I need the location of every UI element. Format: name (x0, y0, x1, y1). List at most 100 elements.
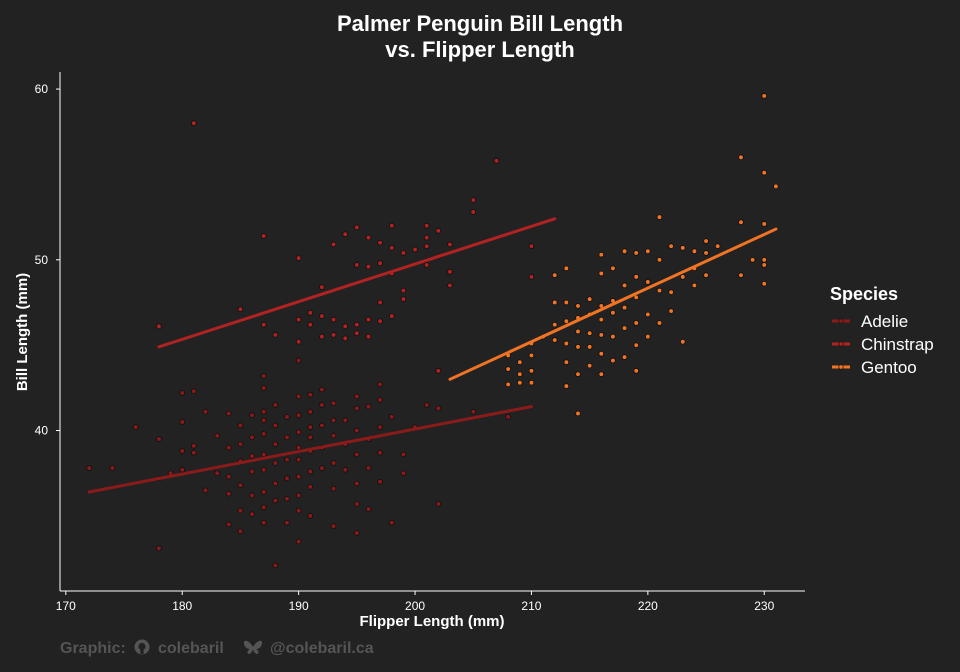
data-point-adelie (377, 396, 383, 403)
data-point-chinstrap (447, 268, 453, 275)
data-point-gentoo (610, 357, 616, 364)
data-point-gentoo (703, 272, 709, 279)
data-point-gentoo (668, 243, 674, 249)
data-point-gentoo (516, 371, 523, 378)
legend-label-gentoo: Gentoo (861, 358, 917, 377)
data-point-chinstrap (528, 274, 535, 280)
data-point-gentoo (645, 248, 651, 255)
data-point-adelie (377, 478, 383, 485)
data-point-gentoo (738, 154, 744, 161)
data-point-adelie (365, 506, 372, 512)
trend-line-adelie (87, 405, 533, 494)
data-point-adelie (284, 434, 290, 441)
data-point-chinstrap (295, 255, 302, 261)
scatter-points (86, 93, 779, 569)
legend-key-point-chinstrap (838, 341, 844, 347)
data-point-gentoo (598, 350, 605, 357)
data-point-gentoo (516, 379, 523, 386)
caption-prefix: Graphic: (60, 640, 126, 657)
data-point-chinstrap (470, 197, 477, 203)
data-point-adelie (260, 466, 267, 473)
data-point-adelie (260, 408, 267, 415)
data-point-chinstrap (447, 282, 453, 289)
data-point-gentoo (668, 308, 674, 314)
data-point-adelie (86, 465, 92, 471)
data-point-adelie (295, 393, 302, 400)
data-point-adelie (260, 504, 267, 511)
data-point-adelie (307, 424, 314, 430)
data-point-gentoo (645, 279, 651, 285)
data-point-chinstrap (435, 367, 442, 374)
data-point-chinstrap (156, 323, 162, 330)
data-point-gentoo (761, 256, 768, 263)
data-point-chinstrap (377, 318, 383, 325)
github-icon (134, 639, 150, 655)
data-point-adelie (342, 466, 349, 473)
data-point-gentoo (610, 265, 616, 272)
data-point-chinstrap (342, 323, 349, 330)
data-point-chinstrap (330, 316, 337, 323)
data-point-chinstrap (353, 262, 360, 268)
data-point-chinstrap (493, 157, 500, 164)
data-point-gentoo (528, 367, 535, 374)
data-point-adelie (225, 473, 232, 480)
data-point-adelie (353, 405, 360, 412)
data-point-adelie (400, 470, 407, 477)
data-point-adelie (249, 412, 255, 419)
data-point-adelie (284, 414, 290, 420)
data-point-chinstrap (330, 241, 337, 248)
data-point-gentoo (749, 256, 756, 263)
data-point-adelie (191, 388, 197, 395)
legend: Species Adelie Chinstrap Gentoo (830, 284, 934, 377)
data-point-chinstrap (377, 260, 383, 267)
data-point-gentoo (563, 340, 570, 347)
data-point-chinstrap (260, 233, 267, 239)
data-point-adelie (295, 357, 302, 364)
data-point-chinstrap (435, 227, 442, 234)
data-point-gentoo (551, 299, 558, 306)
data-point-adelie (272, 497, 279, 504)
data-point-adelie (272, 460, 279, 466)
x-tick-label: 170 (56, 599, 76, 613)
data-point-chinstrap (191, 120, 197, 127)
data-point-adelie (260, 451, 267, 458)
data-point-gentoo (679, 338, 686, 345)
data-point-adelie (377, 381, 383, 388)
data-point-chinstrap (365, 333, 372, 340)
data-point-gentoo (703, 238, 709, 244)
data-point-adelie (284, 475, 290, 482)
data-point-adelie (237, 507, 244, 514)
data-point-adelie (388, 414, 395, 420)
data-point-gentoo (668, 289, 674, 296)
data-point-adelie (225, 444, 232, 451)
data-point-adelie (272, 402, 279, 408)
legend-label-adelie: Adelie (861, 312, 908, 331)
data-point-gentoo (563, 265, 570, 272)
x-tick-label: 190 (289, 599, 309, 613)
data-point-adelie (225, 410, 232, 417)
data-point-gentoo (621, 325, 628, 331)
data-point-chinstrap (412, 246, 418, 253)
data-point-chinstrap (353, 224, 360, 231)
trend-line-gentoo (448, 227, 778, 381)
data-point-adelie (342, 417, 349, 424)
data-point-chinstrap (388, 313, 395, 319)
data-point-chinstrap (423, 262, 430, 268)
x-tick-label: 200 (405, 599, 425, 613)
data-point-adelie (295, 444, 302, 451)
data-point-chinstrap (307, 321, 314, 328)
data-point-adelie (307, 434, 314, 441)
data-point-chinstrap (237, 306, 244, 313)
data-point-adelie (295, 538, 302, 545)
data-point-adelie (225, 490, 232, 497)
data-point-adelie (249, 492, 255, 499)
data-point-gentoo (621, 248, 628, 255)
data-point-gentoo (633, 274, 640, 280)
data-point-adelie (132, 424, 139, 430)
data-point-chinstrap (388, 244, 395, 251)
caption: Graphic: colebaril @colebaril.ca (60, 639, 374, 657)
data-point-adelie (284, 519, 290, 526)
data-point-chinstrap (330, 332, 337, 338)
data-point-chinstrap (400, 296, 407, 302)
